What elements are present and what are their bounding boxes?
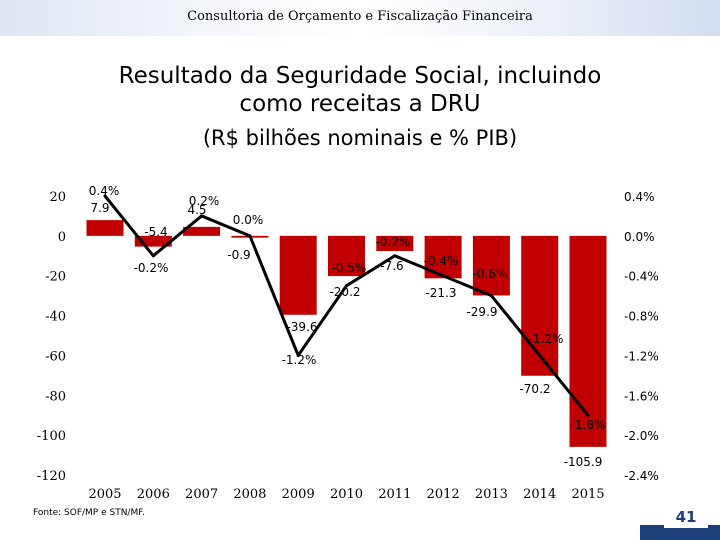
bar-value-label: -105.9 — [564, 455, 603, 469]
y-right-tick-label: -1.2% — [624, 349, 659, 363]
bar — [569, 235, 607, 447]
line-point — [345, 284, 348, 288]
chart-title-line2: como receitas a DRU — [239, 91, 481, 117]
bar — [183, 226, 221, 236]
y-left-tick-label: -120 — [37, 469, 66, 484]
x-tick-label: 2013 — [475, 487, 508, 502]
page-number: 41 — [664, 506, 708, 528]
bar — [134, 235, 172, 247]
line-value-label: 0.4% — [89, 184, 120, 198]
y-right-tick-label: 0.0% — [624, 230, 655, 244]
x-tick-label: 2015 — [571, 487, 604, 502]
bar-value-label: -5.4 — [144, 225, 167, 239]
y-left-tick-label: 0 — [58, 230, 66, 245]
series-line — [103, 195, 590, 417]
bar-value-label: -20.2 — [329, 285, 360, 299]
line-point — [248, 234, 252, 238]
y-left-tick-label: -60 — [45, 349, 66, 364]
line-value-label: -0.2% — [376, 235, 411, 249]
source-note: Fonte: SOF/MP e STN/MF. — [33, 508, 145, 518]
x-tick-label: 2009 — [282, 487, 315, 502]
bar — [521, 235, 559, 376]
bar — [472, 235, 510, 296]
x-tick-label: 2005 — [88, 487, 121, 502]
bar — [279, 235, 317, 315]
line-point — [151, 254, 155, 258]
line-value-label: -0.6% — [473, 267, 508, 281]
line-value-label: -0.5% — [332, 261, 367, 275]
line-value-label: 0.2% — [189, 194, 220, 208]
y-left-tick-label: -100 — [37, 429, 66, 444]
line-value-label: -0.2% — [134, 261, 169, 275]
line-value-label: 0.0% — [233, 213, 264, 227]
bar-value-label: -21.3 — [425, 286, 456, 300]
bar-value-label: -0.9 — [227, 248, 250, 262]
chart-subtitle: (R$ bilhões nominais e % PIB) — [202, 126, 518, 150]
bar-value-label: 4.5 — [187, 203, 206, 217]
slide-header: Consultoria de Orçamento e Fiscalização … — [0, 0, 720, 36]
line-point — [489, 294, 493, 298]
line-point — [441, 274, 445, 278]
bar — [376, 235, 414, 252]
bar-value-label: -29.9 — [466, 305, 497, 319]
x-tick-label: 2014 — [523, 487, 556, 502]
bar-value-label: -39.6 — [286, 320, 317, 334]
x-tick-label: 2010 — [330, 487, 363, 502]
footer-stripe — [640, 525, 720, 540]
y-left-tick-label: -40 — [45, 310, 66, 325]
y-left-tick-label: 20 — [49, 190, 66, 205]
x-tick-label: 2012 — [427, 487, 460, 502]
bar-value-label: -7.6 — [380, 259, 403, 273]
line-value-label: -1.2% — [282, 353, 317, 367]
line-value-label: -1.2% — [529, 332, 564, 346]
x-tick-label: 2008 — [233, 487, 266, 502]
line-point — [393, 254, 397, 258]
line-value-label: -1.8% — [571, 418, 606, 432]
x-tick-label: 2006 — [137, 487, 170, 502]
bar-value-label: 7.9 — [90, 201, 109, 215]
header-text: Consultoria de Orçamento e Fiscalização … — [187, 9, 533, 24]
line-point — [296, 353, 300, 357]
line-point — [538, 353, 542, 357]
line-point — [103, 194, 107, 198]
chart-title: Resultado da Seguridade Social, incluind… — [118, 63, 602, 89]
y-right-tick-label: -2.4% — [624, 469, 659, 483]
x-tick-label: 2011 — [378, 487, 411, 502]
line-value-label: -0.4% — [424, 254, 459, 268]
y-left-tick-label: -80 — [45, 389, 66, 404]
y-right-tick-label: -0.4% — [624, 270, 659, 284]
y-left-tick-label: -20 — [45, 270, 66, 285]
line-point — [586, 413, 590, 417]
line-point — [200, 214, 204, 218]
y-right-tick-label: -1.6% — [624, 389, 659, 403]
bar — [328, 235, 365, 277]
y-right-tick-label: -2.0% — [624, 429, 659, 443]
bar — [86, 220, 124, 236]
y-right-tick-label: -0.8% — [624, 310, 659, 324]
bar-value-label: -70.2 — [519, 382, 550, 396]
x-tick-label: 2007 — [185, 487, 218, 502]
y-right-tick-label: 0.4% — [624, 190, 655, 204]
